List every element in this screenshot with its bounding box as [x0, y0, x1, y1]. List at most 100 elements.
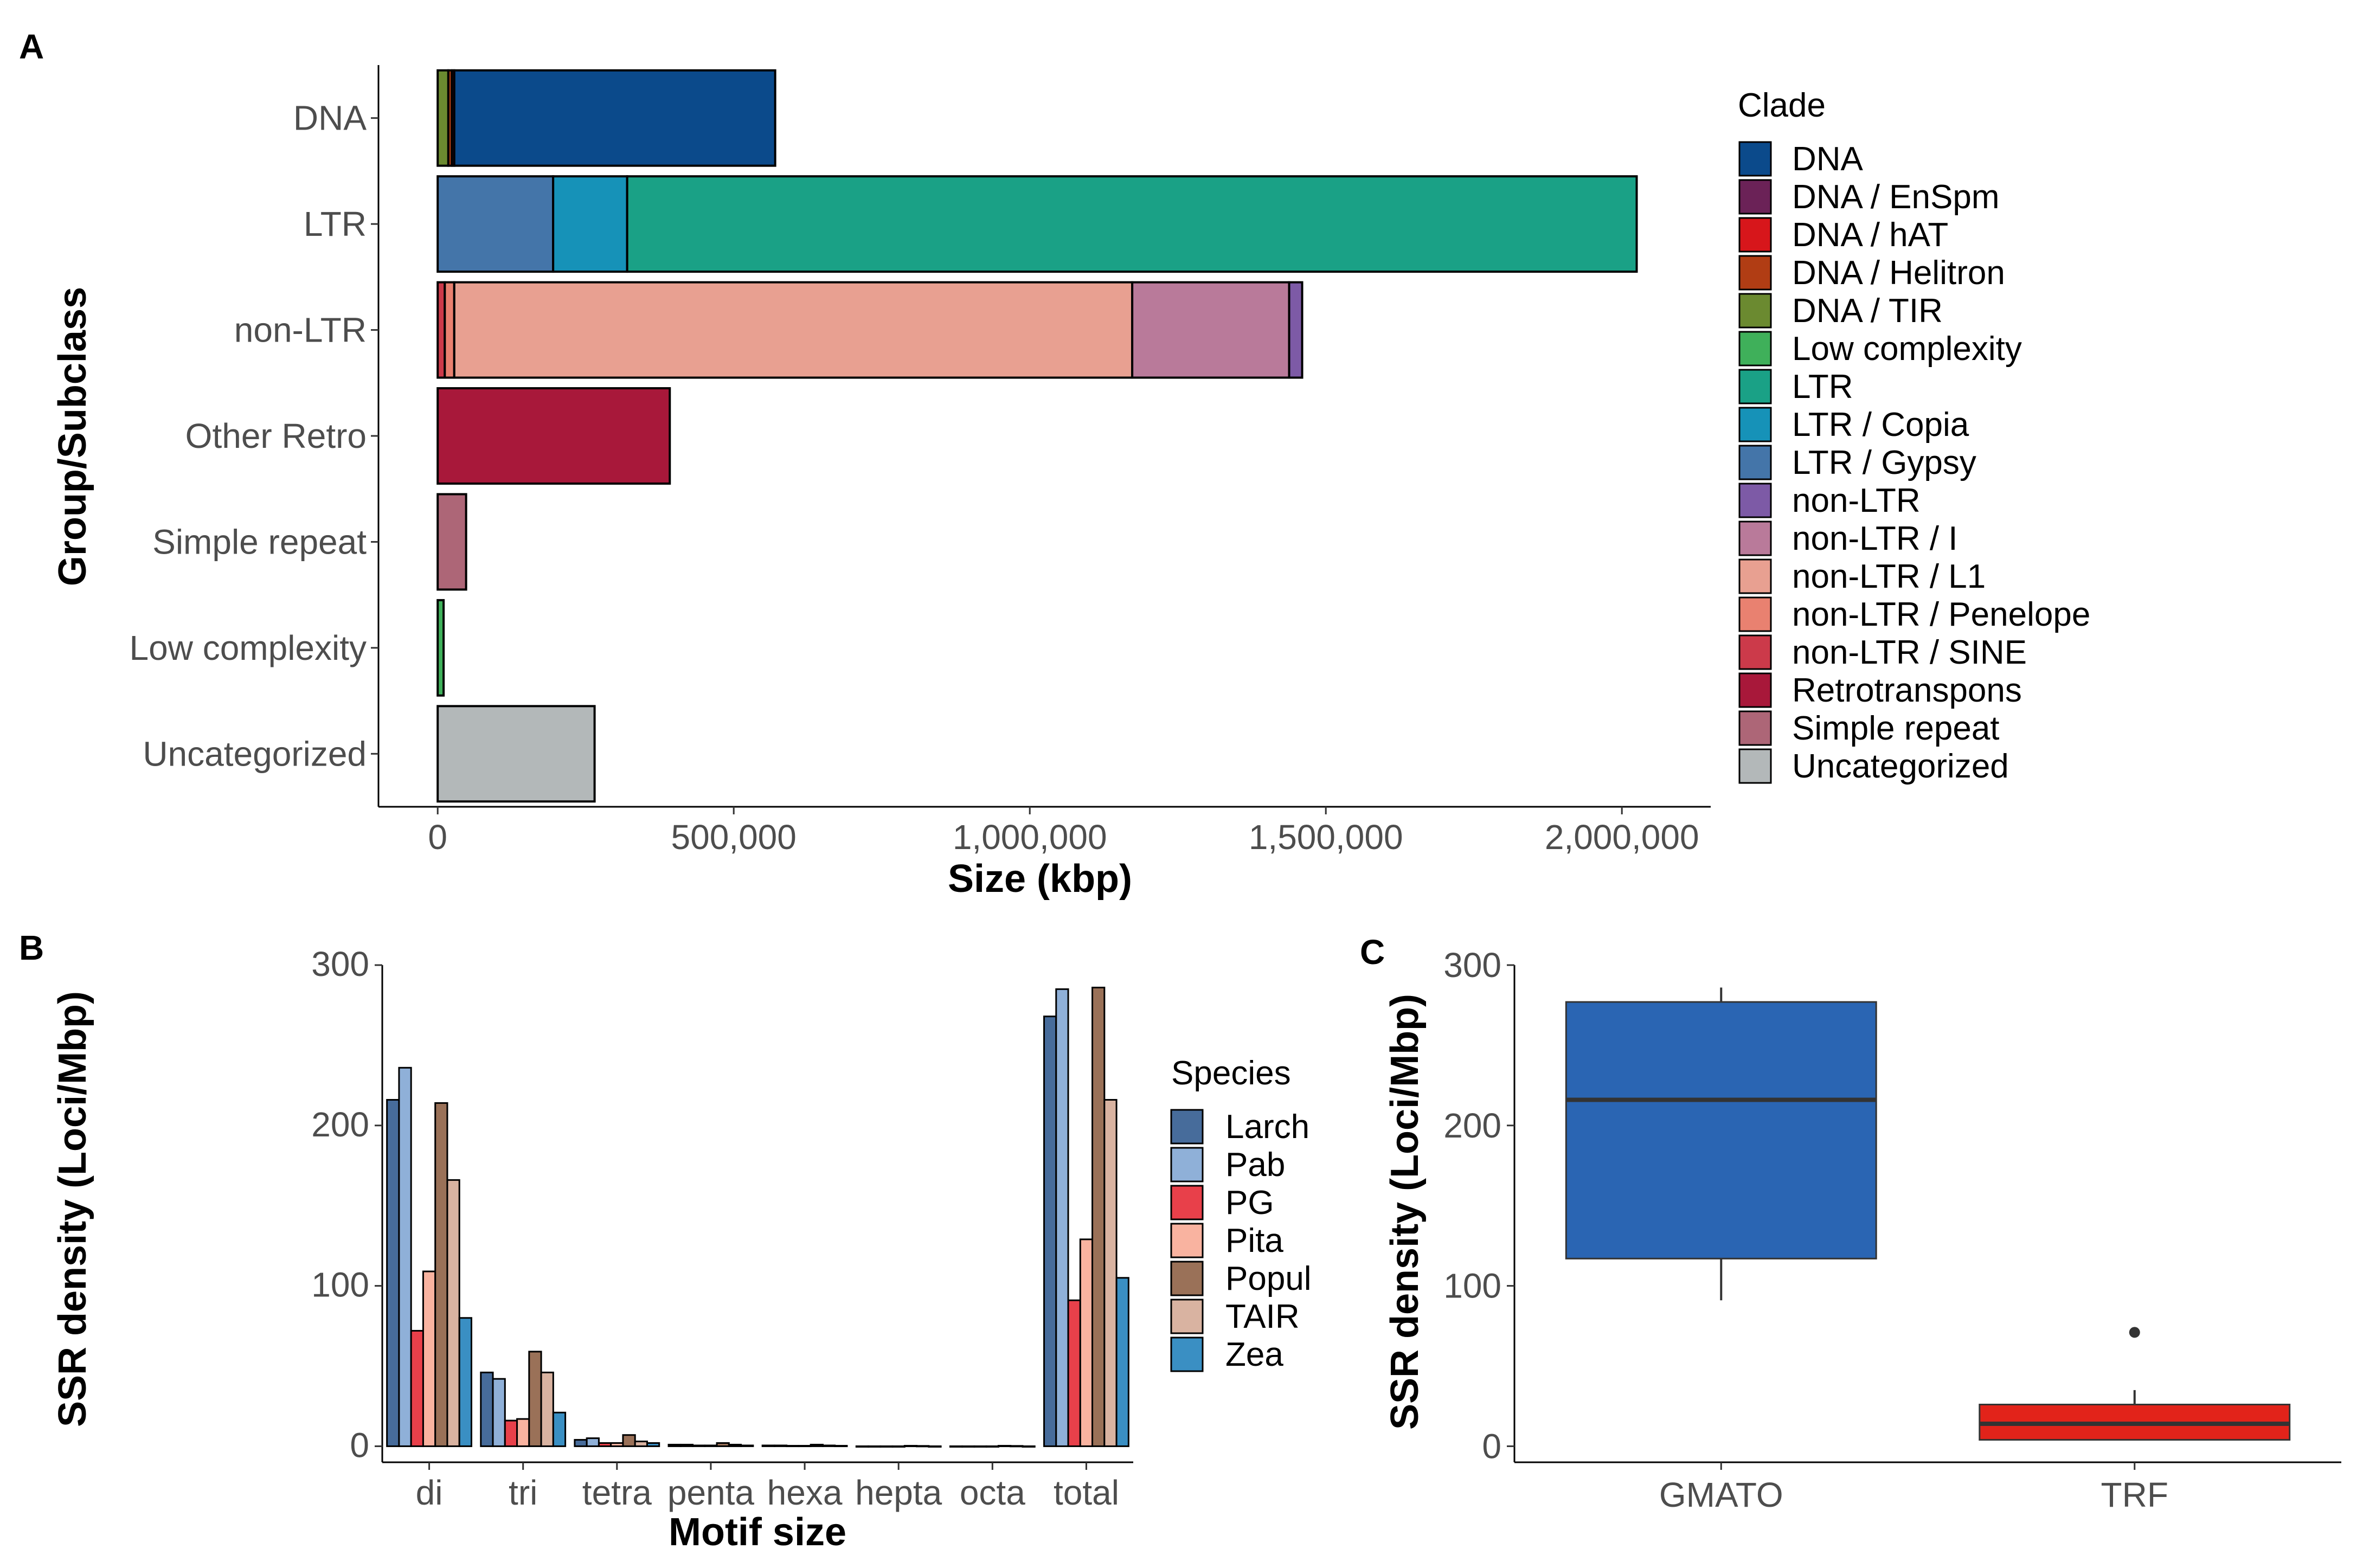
panel-a: A DNA LTR non-LTR Other Retro Simple repeat L… — [19, 27, 2090, 901]
bar-larch-tetra — [574, 1439, 588, 1447]
legend-label-ltr-copia: LTR / Copia — [1792, 406, 1969, 444]
bar-pab-di — [398, 1066, 412, 1447]
x-tick-label-di: di — [416, 1473, 443, 1512]
bar-pita-hepta — [891, 1445, 906, 1448]
panel-a-legend-title: Clade — [1738, 87, 1826, 124]
y-tick-label-100: 100 — [311, 1265, 369, 1304]
bar-popul-total — [1091, 986, 1106, 1447]
bar-segment-uncategorized-uncategorized — [436, 705, 596, 803]
bar-pita-total — [1079, 1238, 1094, 1447]
legend-key-non-ltr — [1738, 483, 1772, 518]
panel-b: B 0 100 200 300 di tri tetra penta hexa hepta oct… — [19, 928, 1312, 1554]
legend-key-dna-enspm — [1738, 179, 1772, 215]
bar-pita-octa — [985, 1445, 999, 1448]
y-tick-label-non-ltr: non-LTR — [234, 311, 367, 350]
y-tick-label-0: 0 — [350, 1425, 369, 1464]
bar-pg-tetra — [598, 1442, 612, 1447]
bar-pab-hexa — [773, 1444, 788, 1447]
bar-tair-tri — [540, 1371, 554, 1447]
legend-key-larch — [1170, 1109, 1204, 1145]
panel-c-x-ticks: GMATO TRF — [1659, 1462, 2168, 1514]
legend-label-ltr-gypsy: LTR / Gypsy — [1792, 444, 1976, 481]
bar-larch-octa — [949, 1445, 964, 1448]
legend-key-non-ltr-i — [1738, 520, 1772, 556]
legend-key-simple-repeat — [1738, 710, 1772, 746]
panel-b-bars — [386, 986, 1129, 1448]
bar-tair-di — [446, 1179, 460, 1447]
legend-key-non-ltr-l1 — [1738, 558, 1772, 594]
bar-segment-dna-dna-tir — [436, 69, 450, 167]
legend-key-dna — [1738, 141, 1772, 177]
outlier-point-trf-0 — [2129, 1327, 2140, 1338]
bar-pab-hepta — [868, 1445, 882, 1448]
bar-tair-tetra — [634, 1441, 648, 1447]
bar-zea-penta — [740, 1444, 754, 1447]
x-tick-label-total: total — [1054, 1473, 1119, 1512]
bar-segment-dna-dna — [453, 69, 776, 167]
x-tick-label-1500000: 1,500,000 — [1249, 818, 1403, 857]
legend-label-pg: PG — [1225, 1184, 1274, 1222]
bar-popul-hexa — [810, 1443, 824, 1447]
legend-key-dna-hat — [1738, 217, 1772, 253]
y-tick-label-simple-repeat: Simple repeat — [152, 522, 367, 561]
legend-label-dna-enspm: DNA / EnSpm — [1792, 178, 1999, 216]
y-tick-label-300: 300 — [1443, 946, 1501, 985]
bar-segment-simple-repeat-simple-repeat — [436, 493, 467, 591]
legend-key-uncategorized — [1738, 748, 1772, 784]
bar-popul-tri — [528, 1351, 542, 1447]
y-tick-label-other-retro: Other Retro — [185, 416, 367, 455]
x-tick-label-2000000: 2,000,000 — [1545, 818, 1699, 857]
bar-pg-hepta — [879, 1445, 894, 1448]
y-tick-label-200: 200 — [311, 1105, 369, 1144]
x-tick-label-1000000: 1,000,000 — [953, 818, 1107, 857]
legend-label-non-ltr-sine: non-LTR / SINE — [1792, 634, 2027, 671]
bar-pita-tri — [516, 1418, 530, 1447]
bar-segment-ltr-ltr-gypsy — [436, 175, 555, 273]
x-tick-label-trf: TRF — [2101, 1475, 2168, 1514]
box-gmato — [1565, 1001, 1877, 1259]
bar-pita-hexa — [798, 1445, 812, 1448]
bar-zea-tri — [552, 1411, 567, 1447]
legend-key-ltr-gypsy — [1738, 445, 1772, 480]
bar-segment-non-ltr-non-ltr-i — [1131, 281, 1290, 379]
legend-label-dna-tir: DNA / TIR — [1792, 292, 1943, 330]
legend-key-low-complexity — [1738, 331, 1772, 367]
bar-zea-hepta — [928, 1445, 942, 1448]
panel-c: C 0 100 200 300 GMATO TRF SSR density (Loci/… — [1360, 933, 2341, 1514]
legend-key-zea — [1170, 1336, 1204, 1372]
bar-segment-low-complexity-low-complexity — [436, 599, 445, 697]
legend-key-pg — [1170, 1185, 1204, 1220]
legend-key-non-ltr-penelope — [1738, 596, 1772, 632]
bar-tair-total — [1103, 1098, 1118, 1447]
bar-zea-di — [458, 1317, 472, 1447]
bar-segment-non-ltr-non-ltr — [1288, 281, 1303, 379]
panel-b-x-title: Motif size — [669, 1511, 846, 1554]
legend-label-popul: Popul — [1225, 1260, 1312, 1297]
bar-zea-total — [1115, 1277, 1129, 1447]
bar-larch-tri — [480, 1371, 494, 1447]
x-tick-label-hepta: hepta — [855, 1473, 942, 1512]
legend-key-non-ltr-sine — [1738, 634, 1772, 670]
bar-pab-penta — [679, 1443, 694, 1447]
bar-tair-hepta — [916, 1445, 930, 1448]
y-tick-label-100: 100 — [1443, 1267, 1501, 1306]
legend-label-zea: Zea — [1225, 1336, 1283, 1373]
legend-key-pab — [1170, 1147, 1204, 1183]
bar-tair-penta — [728, 1443, 742, 1447]
bar-popul-di — [434, 1102, 448, 1447]
legend-label-ltr: LTR — [1792, 368, 1853, 406]
bar-pita-tetra — [610, 1442, 624, 1447]
panel-c-y-ticks: 0 100 200 300 — [1443, 946, 1514, 1466]
bar-pab-tri — [492, 1378, 506, 1447]
bar-larch-hepta — [855, 1445, 870, 1448]
panel-b-letter: B — [19, 928, 44, 967]
x-tick-label-tetra: tetra — [582, 1473, 652, 1512]
legend-label-tair: TAIR — [1225, 1298, 1300, 1335]
y-tick-label-low-complexity: Low complexity — [130, 628, 367, 667]
legend-label-dna-hat: DNA / hAT — [1792, 216, 1948, 254]
bar-pg-hexa — [786, 1445, 800, 1448]
legend-label-non-ltr: non-LTR — [1792, 482, 1921, 519]
panel-b-x-ticks: di tri tetra penta hexa hepta octa total — [416, 1462, 1119, 1512]
